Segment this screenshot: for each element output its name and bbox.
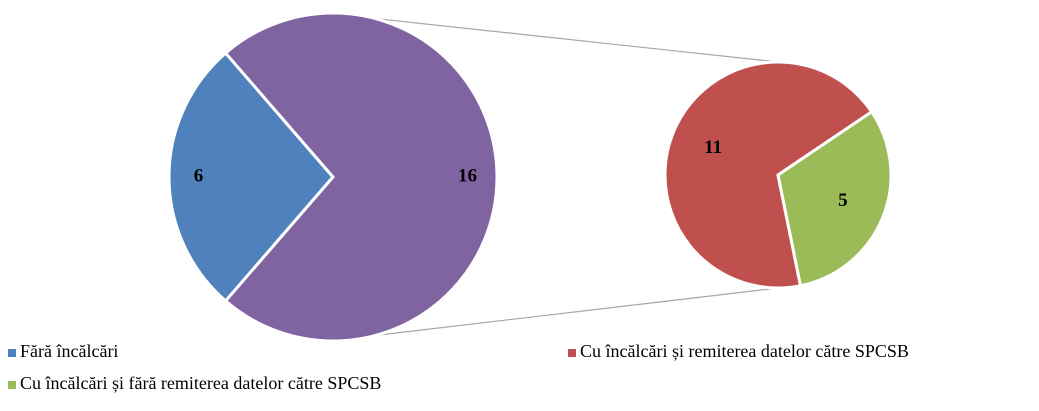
legend-swatch (568, 349, 576, 357)
pie-slice (776, 109, 893, 288)
data-label: 11 (704, 137, 722, 158)
connector-line (375, 287, 779, 337)
connector-line (375, 17, 779, 63)
data-label: 16 (458, 165, 477, 186)
data-label: 5 (838, 190, 848, 211)
pie-slice (223, 11, 499, 343)
legend-label: Fără încălcări (20, 341, 118, 361)
legend-swatch (8, 381, 16, 389)
legend-swatch (8, 349, 16, 357)
legend-label: Cu încălcări și remiterea datelor către … (580, 341, 909, 361)
pie-slice (663, 60, 874, 290)
pie-slice (167, 50, 335, 304)
data-label: 6 (194, 165, 204, 186)
legend-label: Cu încălcări și fără remiterea datelor c… (20, 373, 381, 393)
